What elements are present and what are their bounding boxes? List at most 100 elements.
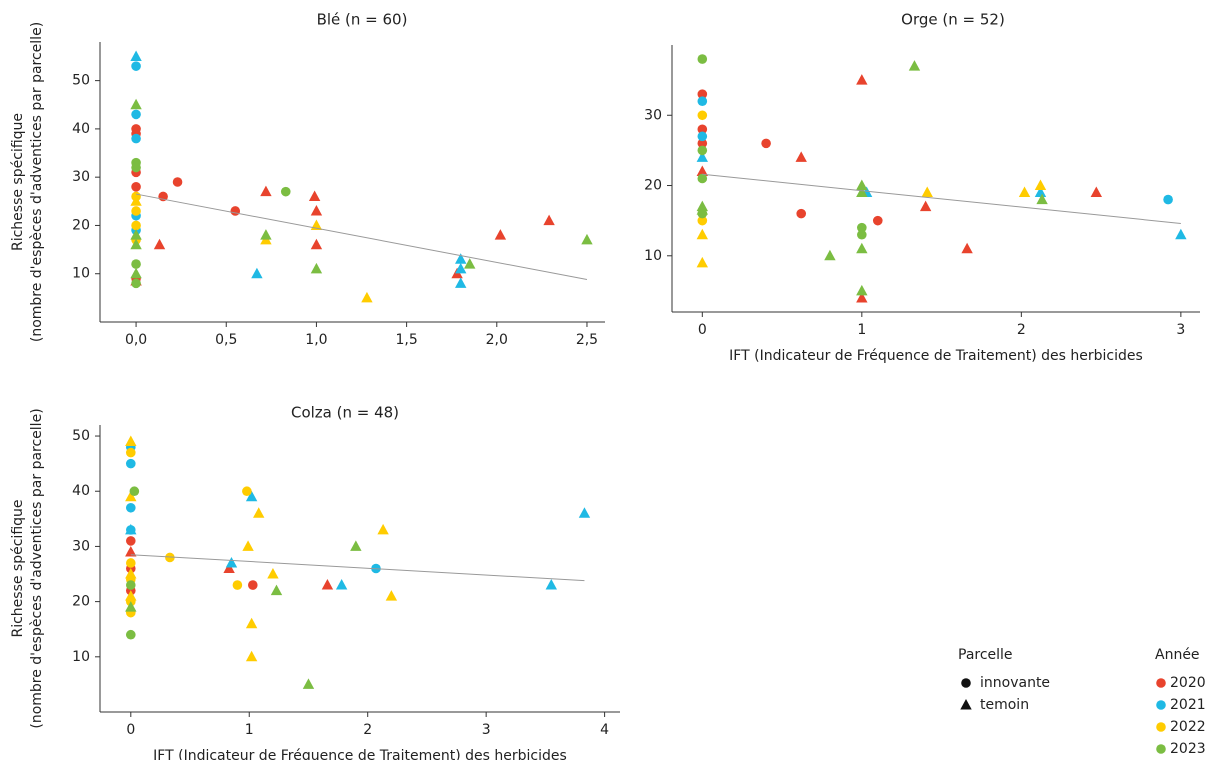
legend-swatch (1156, 678, 1166, 688)
chart-title: Colza (n = 48) (291, 404, 399, 422)
triangle-point (267, 568, 279, 579)
triangle-point (242, 540, 254, 551)
x-tick-label: 1,5 (395, 332, 417, 348)
triangle-point (856, 186, 868, 198)
y-tick-label: 20 (72, 594, 90, 610)
triangle-point (455, 253, 467, 264)
circle-point (697, 124, 708, 135)
y-tick-label: 30 (644, 107, 662, 123)
triangle-point (856, 179, 868, 191)
circle-point (857, 229, 867, 240)
triangle-point (494, 229, 507, 240)
legend-swatch (1156, 700, 1166, 710)
triangle-point (153, 238, 166, 250)
triangle-point (125, 490, 137, 502)
triangle-point (260, 229, 272, 240)
y-axis-label: Richesse spécifique (10, 499, 26, 637)
x-tick-label: 2 (1017, 322, 1026, 338)
circle-point (248, 580, 258, 590)
circle-point (131, 182, 141, 192)
triangle-point (377, 523, 389, 535)
triangle-point (245, 490, 258, 502)
circle-point (131, 133, 141, 144)
triangle-point (1036, 193, 1048, 205)
triangle-point (696, 165, 709, 176)
triangle-point (385, 590, 398, 601)
circle-point (230, 206, 241, 216)
chart-title: Blé (n = 60) (317, 11, 408, 29)
x-tick-label: 0 (698, 322, 707, 338)
legend-title: Année (1155, 647, 1200, 663)
triangle-point (856, 242, 868, 254)
circle-point (857, 222, 867, 233)
y-tick-label: 10 (72, 649, 90, 665)
x-tick-label: 0,5 (215, 332, 237, 348)
legend-swatch (1156, 722, 1166, 732)
triangle-point (130, 195, 142, 206)
triangle-point (130, 98, 142, 110)
x-tick-label: 2,0 (486, 332, 508, 348)
x-tick-label: 1,0 (305, 332, 327, 348)
triangle-point (856, 291, 868, 303)
triangle-point (696, 204, 709, 215)
circle-point (697, 96, 708, 107)
triangle-point (251, 267, 263, 279)
triangle-point (125, 601, 137, 612)
legend-label: 2023 (1170, 741, 1206, 757)
circle-point (131, 278, 141, 289)
legend-label: innovante (980, 675, 1050, 691)
triangle-point (545, 579, 557, 590)
x-tick-label: 0 (126, 722, 135, 738)
triangle-point (921, 186, 933, 198)
circle-point (242, 486, 252, 497)
triangle-point (581, 233, 593, 245)
triangle-point (253, 507, 265, 518)
x-tick-label: 3 (1176, 322, 1185, 338)
circle-point (697, 173, 708, 184)
triangle-point (245, 617, 258, 629)
triangle-point (225, 556, 238, 568)
triangle-point (856, 74, 868, 85)
circle-point (131, 206, 141, 216)
circle-point (697, 215, 708, 226)
circle-point (125, 558, 136, 568)
circle-point (280, 186, 291, 197)
y-axis-label: (nombre d'espèces d'adventices par parce… (29, 22, 45, 342)
y-tick-label: 40 (72, 483, 90, 499)
triangle-point (125, 545, 137, 557)
triangle-point (455, 277, 467, 288)
triangle-point (824, 249, 836, 261)
legend-label: 2020 (1170, 675, 1206, 691)
circle-point (125, 502, 136, 513)
legend-title: Parcelle (958, 647, 1013, 663)
circle-point (131, 259, 141, 269)
circle-point (961, 678, 971, 688)
triangle-point (302, 678, 315, 689)
circle-point (125, 458, 136, 469)
triangle-point (856, 284, 868, 296)
triangle-point (961, 242, 973, 254)
triangle-point (908, 60, 921, 71)
circle-point (131, 220, 141, 231)
triangle-point (223, 562, 235, 573)
circle-point (872, 215, 883, 226)
circle-point (129, 486, 140, 497)
trend-line (135, 193, 588, 281)
circle-point (165, 552, 175, 563)
triangle-point (130, 50, 142, 61)
triangle-point (960, 699, 972, 710)
triangle-point (310, 262, 323, 274)
triangle-point (696, 228, 709, 240)
y-axis-label: Richesse spécifique (10, 113, 26, 251)
triangle-point (919, 200, 932, 212)
triangle-point (130, 238, 142, 250)
triangle-point (270, 584, 283, 596)
triangle-point (578, 507, 591, 518)
triangle-point (125, 568, 137, 579)
y-tick-label: 20 (72, 217, 90, 233)
triangle-point (130, 229, 142, 240)
x-tick-label: 2,5 (576, 332, 598, 348)
circle-point (131, 109, 141, 120)
triangle-point (308, 190, 321, 201)
